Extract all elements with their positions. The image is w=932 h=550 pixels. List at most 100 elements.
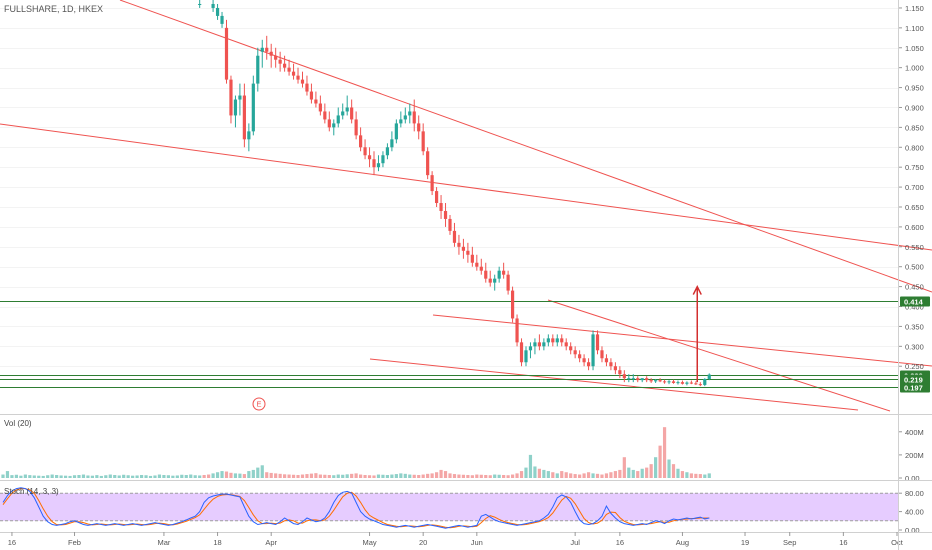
candle[interactable] [676,380,680,385]
candle[interactable] [654,378,658,383]
candle[interactable] [569,342,573,355]
candle[interactable] [448,214,452,235]
candle[interactable] [631,374,635,383]
candle[interactable] [582,354,586,367]
candle[interactable] [586,358,591,371]
candle[interactable] [211,0,215,12]
candle[interactable] [283,55,287,72]
candle[interactable] [689,380,693,385]
candle[interactable] [524,346,528,367]
candlesticks[interactable] [198,0,711,387]
candle[interactable] [707,373,711,381]
candle[interactable] [332,119,336,136]
candle[interactable] [376,155,381,172]
candle[interactable] [242,83,246,148]
candle[interactable] [287,59,291,76]
candle[interactable] [220,11,224,28]
candle[interactable] [627,374,631,383]
candle[interactable] [305,75,309,96]
candle[interactable] [658,378,662,383]
candle[interactable] [309,83,314,104]
candle[interactable] [421,123,425,156]
candle[interactable] [475,254,479,271]
candle[interactable] [350,99,354,124]
candle[interactable] [573,346,577,359]
candle[interactable] [359,127,363,152]
candle[interactable] [640,378,644,383]
candle[interactable] [488,270,492,287]
candle[interactable] [662,379,667,384]
candle[interactable] [367,147,372,168]
candle[interactable] [649,378,653,383]
candle[interactable] [466,242,470,263]
candle[interactable] [452,222,457,247]
candle[interactable] [247,123,251,152]
candle[interactable] [497,266,501,283]
candle[interactable] [251,75,255,136]
candle[interactable] [618,366,622,379]
candle[interactable] [394,119,398,144]
candle[interactable] [412,99,416,132]
candle[interactable] [327,111,331,132]
candle[interactable] [372,151,376,176]
candle[interactable] [363,139,367,160]
candle[interactable] [274,47,278,68]
candle[interactable] [278,51,282,72]
candle[interactable] [591,330,595,371]
candle[interactable] [506,270,510,295]
candle[interactable] [296,67,300,84]
candle[interactable] [493,274,497,291]
candle[interactable] [408,103,412,124]
candle[interactable] [430,171,434,196]
candle[interactable] [354,111,358,140]
candle[interactable] [336,107,340,128]
candle[interactable] [345,95,349,116]
time-axis[interactable]: 16 Feb Mar 18 Apr May 20 Jun Jul 16 Aug 19 Sep 16 Oct [8,532,904,547]
candle[interactable] [698,382,702,387]
candle[interactable] [578,350,582,363]
candle[interactable] [636,376,640,383]
candle[interactable] [502,262,506,279]
candle[interactable] [434,187,439,207]
candle[interactable] [417,115,421,140]
candle[interactable] [528,342,533,359]
candle[interactable] [604,354,609,367]
candle[interactable] [613,362,617,375]
candle[interactable] [546,334,550,347]
candle[interactable] [685,381,689,386]
candle[interactable] [390,131,394,152]
candle[interactable] [256,47,260,92]
candle[interactable] [215,3,220,20]
candle[interactable] [323,103,327,124]
candle[interactable] [403,107,407,124]
candle[interactable] [443,203,448,227]
candle[interactable] [291,63,296,80]
candle[interactable] [233,95,238,128]
candle[interactable] [622,370,626,383]
candle[interactable] [341,103,345,120]
candle[interactable] [694,381,698,385]
candle[interactable] [269,43,273,68]
candle[interactable] [470,246,474,267]
candle[interactable] [229,75,233,124]
candle[interactable] [439,195,443,219]
candle[interactable] [426,147,430,180]
candle[interactable] [238,83,242,116]
candle[interactable] [560,334,564,347]
candle[interactable] [533,338,537,355]
candle[interactable] [609,358,613,371]
candle[interactable] [537,334,541,351]
candle[interactable] [314,91,318,108]
candle[interactable] [484,262,488,283]
candle[interactable] [671,379,676,384]
candle[interactable] [542,338,546,351]
earnings-icon[interactable] [252,397,266,411]
candle[interactable] [564,338,568,351]
candle[interactable] [457,234,461,255]
candle[interactable] [198,0,202,8]
candle[interactable] [461,238,466,259]
candle[interactable] [555,334,559,347]
candle[interactable] [265,35,269,60]
candle[interactable] [600,346,604,363]
